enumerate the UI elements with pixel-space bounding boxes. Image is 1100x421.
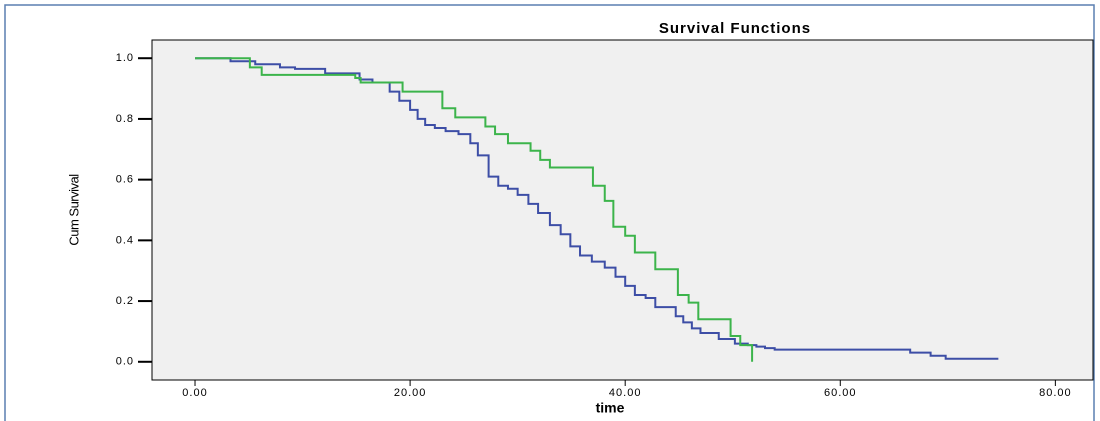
x-tick-label: 80.00 [1039,387,1072,399]
x-tick-label: 40.00 [609,387,642,399]
y-tick-label: 1.0 [116,52,134,64]
y-axis-title: Cum Survival [66,174,81,246]
survival-line [195,57,999,360]
y-tick-label: 0.0 [116,356,134,368]
y-tick-label: 0.2 [116,295,134,307]
x-tick-label: 60.00 [824,387,857,399]
plot-area [151,39,1094,381]
survival-line [195,57,754,362]
x-tick-label: 0.00 [182,387,207,399]
x-axis-title: time [596,400,625,416]
y-tick-label: 0.8 [116,113,134,125]
y-tick-label: 0.4 [116,234,134,246]
chart-title: Survival Functions [659,20,811,37]
x-tick-label: 20.00 [394,387,427,399]
y-tick-label: 0.6 [116,174,134,186]
